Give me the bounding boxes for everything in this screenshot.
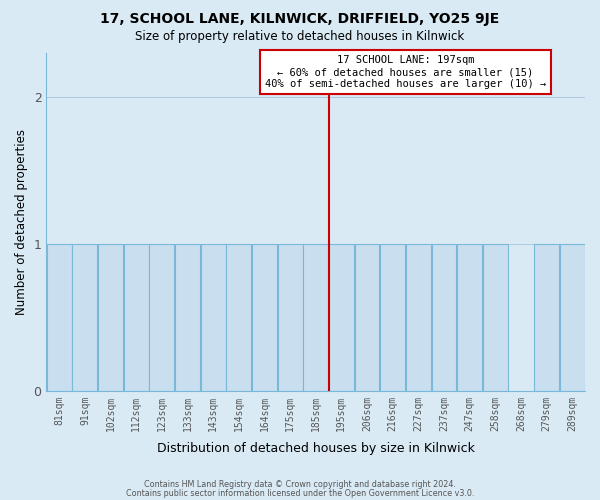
Bar xyxy=(457,244,482,391)
Bar xyxy=(278,244,302,391)
Bar xyxy=(73,244,97,391)
Bar xyxy=(380,244,405,391)
Bar xyxy=(200,244,226,391)
Bar xyxy=(226,244,251,391)
Bar xyxy=(560,244,584,391)
Bar xyxy=(252,244,277,391)
Bar xyxy=(483,244,508,391)
Bar xyxy=(47,244,71,391)
Text: Contains public sector information licensed under the Open Government Licence v3: Contains public sector information licen… xyxy=(126,488,474,498)
Text: 17, SCHOOL LANE, KILNWICK, DRIFFIELD, YO25 9JE: 17, SCHOOL LANE, KILNWICK, DRIFFIELD, YO… xyxy=(100,12,500,26)
Text: Size of property relative to detached houses in Kilnwick: Size of property relative to detached ho… xyxy=(136,30,464,43)
Y-axis label: Number of detached properties: Number of detached properties xyxy=(15,128,28,314)
Bar xyxy=(303,244,328,391)
Bar xyxy=(406,244,431,391)
Text: Contains HM Land Registry data © Crown copyright and database right 2024.: Contains HM Land Registry data © Crown c… xyxy=(144,480,456,489)
Bar xyxy=(149,244,174,391)
X-axis label: Distribution of detached houses by size in Kilnwick: Distribution of detached houses by size … xyxy=(157,442,475,455)
Bar xyxy=(431,244,457,391)
Bar xyxy=(329,244,354,391)
Bar xyxy=(534,244,559,391)
Bar xyxy=(355,244,379,391)
Bar xyxy=(124,244,149,391)
Bar xyxy=(175,244,200,391)
Bar xyxy=(98,244,123,391)
Text: 17 SCHOOL LANE: 197sqm
← 60% of detached houses are smaller (15)
40% of semi-det: 17 SCHOOL LANE: 197sqm ← 60% of detached… xyxy=(265,56,546,88)
